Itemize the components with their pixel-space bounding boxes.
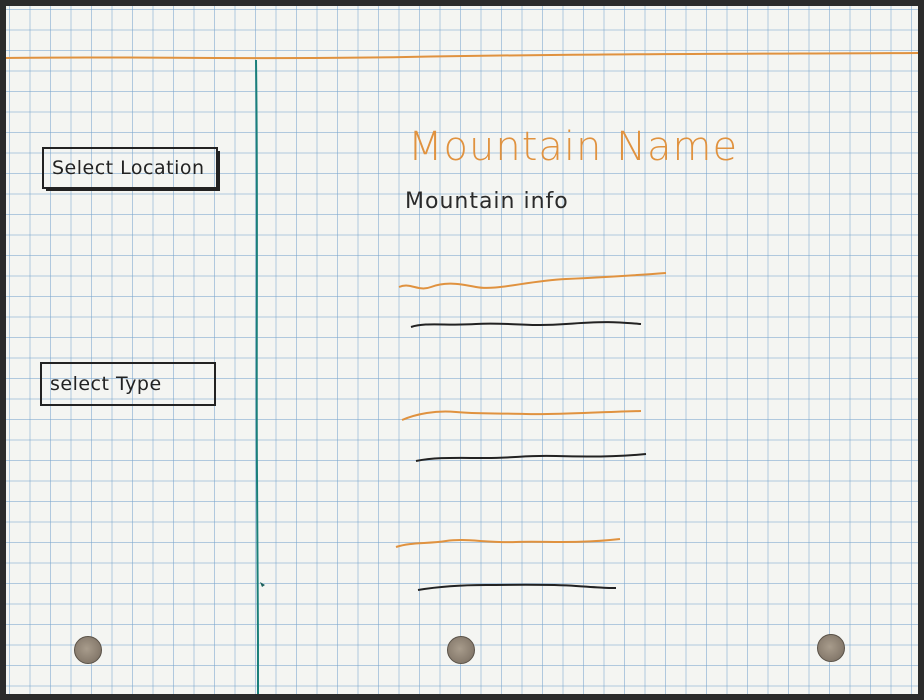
sidebar-divider-line: [255, 59, 259, 694]
content-line-orange-3: [395, 538, 621, 548]
binder-hole-left: [74, 636, 102, 664]
content-line-orange-1: [398, 272, 667, 290]
mountain-name-heading: Mountain Name: [408, 124, 739, 170]
sketch-strokes: [6, 52, 918, 694]
binder-hole-right: [817, 634, 845, 662]
select-location-label: Select Location: [52, 157, 205, 179]
content-line-dark-2: [415, 453, 647, 462]
select-type-dropdown[interactable]: select Type: [40, 362, 216, 406]
ink-dot: [260, 582, 265, 587]
content-line-dark-3: [417, 583, 617, 591]
select-location-dropdown[interactable]: Select Location: [42, 147, 220, 191]
mountain-info-text: Mountain info: [405, 189, 569, 214]
content-line-dark-1: [410, 321, 642, 328]
header-divider-line: [6, 52, 918, 60]
content-line-orange-2: [401, 410, 642, 421]
select-type-label: select Type: [50, 373, 162, 395]
sketch-paper: Select Location select Type Mountain Nam…: [6, 6, 918, 694]
binder-hole-center: [447, 636, 475, 664]
